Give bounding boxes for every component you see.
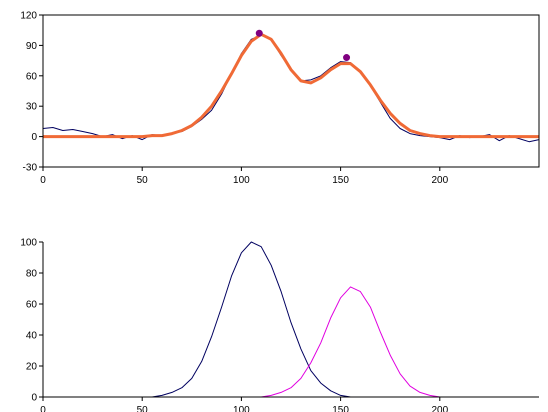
bottom-x-axis: 0 50 100 150 200 <box>40 396 539 412</box>
top-x-tick-label: 150 <box>332 175 349 186</box>
bottom-y-tick-label: 100 <box>20 238 37 249</box>
bottom-x-tick-label: 50 <box>137 405 149 412</box>
bottom-y-tick-label: 40 <box>26 331 38 342</box>
top-x-tick-label: 100 <box>233 175 250 186</box>
chart-bottom: 0 50 100 150 200 0 20 40 60 80 100 <box>20 238 539 412</box>
bottom-x-tick-label: 200 <box>431 405 448 412</box>
bottom-y-tick-label: 60 <box>26 300 38 311</box>
top-plot-frame <box>42 14 540 168</box>
top-y-tick-label: 0 <box>31 132 37 143</box>
bottom-y-tick-label: 20 <box>26 362 38 373</box>
bottom-y-axis: 0 20 40 60 80 100 <box>20 238 44 404</box>
top-y-tick-label: -30 <box>23 163 38 174</box>
top-x-tick-label: 200 <box>431 175 448 186</box>
top-plot-area <box>42 29 540 143</box>
bottom-x-tick-label: 0 <box>40 405 46 412</box>
top-y-tick-label: 60 <box>26 71 38 82</box>
top-series-fit <box>43 32 539 139</box>
bottom-series-component-2 <box>261 286 440 398</box>
top-y-axis: -30 0 30 60 90 120 <box>20 11 43 174</box>
top-y-tick-label: 120 <box>20 11 37 22</box>
top-peak-marker <box>255 29 263 37</box>
top-y-tick-label: 90 <box>26 41 38 52</box>
bottom-y-tick-label: 80 <box>26 269 38 280</box>
top-x-axis: 0 50 100 150 200 <box>40 167 449 186</box>
top-peak-marker <box>343 54 351 62</box>
top-x-tick-label: 0 <box>40 175 46 186</box>
bottom-plot-area <box>142 241 440 398</box>
top-x-tick-label: 50 <box>137 175 149 186</box>
top-series-noisy <box>42 34 540 143</box>
bottom-x-tick-label: 150 <box>332 405 349 412</box>
bottom-y-tick-label: 0 <box>31 393 37 404</box>
bottom-series-component-1 <box>142 241 361 398</box>
top-y-tick-label: 30 <box>26 102 38 113</box>
bottom-x-tick-label: 100 <box>233 405 250 412</box>
